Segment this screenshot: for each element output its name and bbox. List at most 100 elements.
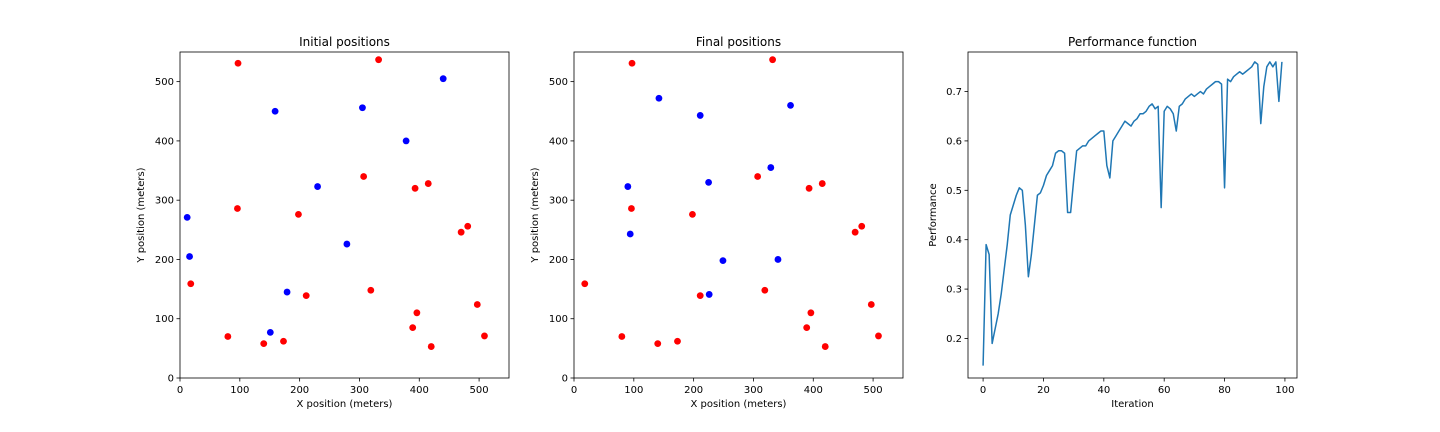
red-point [807, 309, 815, 317]
blue-point [787, 101, 794, 109]
red-point [481, 332, 488, 340]
x-tick-label: 500 [864, 385, 883, 396]
y-tick-label: 300 [155, 196, 174, 207]
x-tick-label: 500 [470, 385, 489, 396]
blue-point [439, 75, 447, 83]
blue-point [624, 183, 632, 190]
y-tick-label: 0.5 [946, 186, 962, 197]
red-point [187, 280, 195, 288]
red-point [851, 228, 859, 236]
red-point [628, 59, 636, 67]
chart-1-panel: Final positions 0 100 200 300 400 500 0 100 200 30… [530, 35, 904, 410]
red-point [867, 301, 875, 308]
x-tick-label: 300 [744, 385, 763, 396]
y-axis-label: Y position (meters) [136, 167, 147, 263]
red-point [260, 340, 268, 348]
red-point [821, 343, 829, 350]
y-tick-label: 0 [168, 374, 174, 385]
x-tick-label: 400 [410, 385, 429, 396]
red-point [689, 211, 696, 218]
y-axis-label: Performance [928, 183, 939, 246]
red-point [234, 205, 241, 212]
red-point [769, 56, 776, 64]
x-tick-label: 40 [1097, 385, 1110, 396]
y-tick-label: 0.7 [946, 87, 962, 98]
x-tick-label: 200 [290, 385, 309, 396]
y-tick-label: 0.3 [946, 285, 962, 296]
red-point [360, 173, 368, 180]
x-axis-label: X position (meters) [691, 399, 787, 410]
x-axis-label: X position (meters) [297, 399, 393, 410]
plot-area [982, 61, 1283, 366]
blue-point [696, 112, 704, 119]
red-point [234, 59, 242, 67]
chart-title: Initial positions [299, 35, 390, 49]
red-point [628, 205, 635, 212]
blue-point [343, 240, 351, 248]
blue-point [183, 213, 191, 221]
blue-point [655, 94, 663, 102]
blue-point [402, 137, 410, 145]
red-point [224, 333, 232, 340]
red-point [761, 286, 769, 294]
red-point [875, 332, 882, 340]
red-point [413, 309, 421, 317]
red-point [805, 184, 813, 192]
red-point [464, 222, 472, 230]
red-point [302, 292, 310, 300]
y-tick-label: 300 [549, 196, 568, 207]
chart-0-panel: Initial positions 0 100 200 300 400 500 0 100 200… [136, 35, 510, 410]
red-point [473, 301, 481, 308]
red-point [803, 324, 811, 332]
red-point [674, 337, 681, 345]
x-tick-label: 20 [1037, 385, 1050, 396]
y-tick-label: 0.4 [946, 235, 962, 246]
red-point [457, 228, 465, 236]
blue-point [186, 253, 193, 260]
blue-point [719, 257, 727, 265]
x-tick-label: 100 [624, 385, 643, 396]
x-tick-label: 0 [571, 385, 577, 396]
y-tick-label: 200 [155, 255, 174, 266]
blue-point [767, 164, 775, 171]
blue-point [359, 104, 366, 112]
y-tick-label: 100 [155, 314, 174, 325]
red-point [295, 211, 302, 218]
red-point [427, 343, 435, 350]
red-point [818, 180, 826, 187]
x-tick-label: 80 [1218, 385, 1231, 396]
red-point [411, 184, 419, 192]
blue-point [705, 291, 713, 298]
performance-line [982, 61, 1283, 366]
blue-point [271, 107, 279, 115]
x-tick-label: 200 [684, 385, 703, 396]
y-tick-label: 500 [155, 77, 174, 88]
y-tick-label: 0.2 [946, 334, 962, 345]
red-point [581, 280, 589, 288]
red-point [424, 180, 432, 187]
x-tick-label: 0 [980, 385, 986, 396]
y-tick-label: 0.6 [946, 136, 962, 147]
chart-title: Final positions [696, 35, 781, 49]
red-point [858, 222, 866, 230]
chart-2-panel: Performance function 0 20 40 60 80 100 0.2 0.3 0.… [928, 35, 1298, 410]
x-tick-label: 400 [804, 385, 823, 396]
y-tick-label: 100 [549, 314, 568, 325]
red-point [618, 333, 626, 340]
plot-area [183, 56, 488, 350]
y-tick-label: 500 [549, 77, 568, 88]
x-tick-label: 60 [1158, 385, 1171, 396]
red-point [375, 56, 382, 64]
y-tick-label: 200 [549, 255, 568, 266]
plot-area [581, 56, 882, 350]
blue-point [314, 183, 321, 190]
chart-title: Performance function [1068, 35, 1197, 49]
blue-point [266, 328, 274, 336]
blue-point [626, 230, 634, 238]
y-tick-label: 400 [549, 136, 568, 147]
red-point [754, 173, 762, 180]
y-tick-label: 0 [562, 374, 568, 385]
red-point [654, 340, 662, 348]
blue-point [705, 179, 712, 186]
